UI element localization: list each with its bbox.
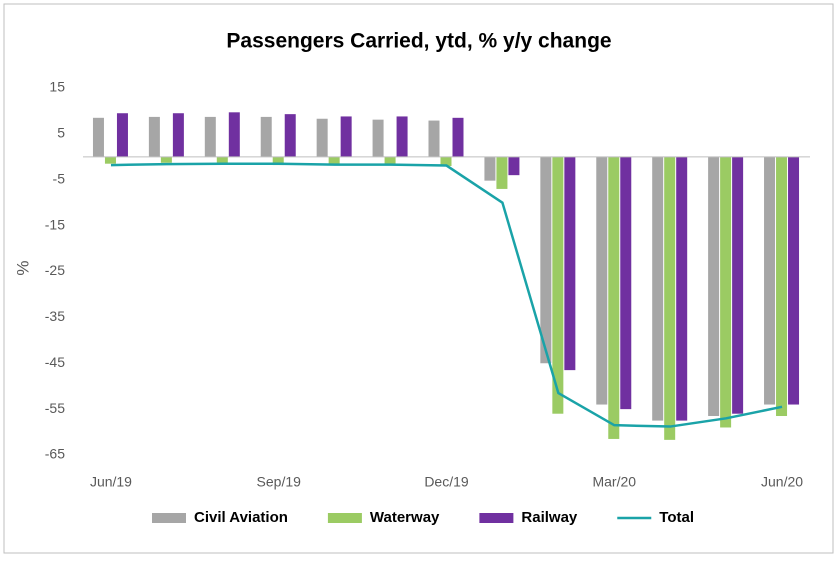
- y-tick-label: -55: [45, 400, 65, 416]
- bar: [92, 117, 104, 157]
- bar: [720, 156, 732, 428]
- x-tick-label: Sep/19: [257, 474, 302, 490]
- bar: [172, 113, 184, 157]
- legend-label: Civil Aviation: [194, 509, 288, 526]
- bar: [284, 114, 296, 157]
- bar: [104, 156, 116, 164]
- bar: [596, 156, 608, 405]
- bar: [428, 120, 440, 157]
- y-tick-label: -65: [45, 446, 65, 462]
- bar: [484, 156, 496, 181]
- legend-swatch: [152, 513, 186, 523]
- bar: [272, 156, 284, 166]
- bar: [540, 156, 552, 364]
- legend-label: Waterway: [370, 509, 440, 526]
- bar: [452, 117, 464, 157]
- bar: [620, 156, 632, 410]
- bar: [764, 156, 776, 405]
- bar: [732, 156, 744, 414]
- bar: [776, 156, 788, 417]
- bar: [160, 156, 172, 163]
- bar: [552, 156, 564, 414]
- x-tick-label: Jun/19: [90, 474, 132, 490]
- bar: [676, 156, 688, 421]
- bar: [116, 113, 128, 157]
- legend-label: Railway: [521, 509, 578, 526]
- bar: [204, 116, 216, 157]
- bar: [788, 156, 800, 405]
- chart-title: Passengers Carried, ytd, % y/y change: [226, 30, 611, 53]
- bar: [340, 116, 352, 157]
- y-axis-label: %: [13, 260, 32, 275]
- bar: [564, 156, 576, 371]
- bar: [384, 156, 396, 166]
- x-tick-label: Mar/20: [592, 474, 636, 490]
- bar: [148, 116, 160, 157]
- bar: [216, 156, 228, 163]
- bar: [508, 156, 520, 176]
- line-series: [110, 162, 783, 428]
- bar: [708, 156, 720, 417]
- bar: [440, 156, 452, 166]
- y-tick-label: -15: [45, 216, 65, 232]
- bar: [372, 119, 384, 157]
- bar: [608, 156, 620, 439]
- bar: [652, 156, 664, 421]
- y-tick-label: 5: [57, 125, 65, 141]
- y-tick-label: 15: [49, 79, 65, 95]
- bar: [328, 156, 340, 166]
- bar: [228, 112, 240, 157]
- bar: [396, 116, 408, 157]
- y-tick-label: -35: [45, 308, 65, 324]
- legend-label: Total: [659, 509, 694, 526]
- y-tick-label: -45: [45, 354, 65, 370]
- x-tick-label: Dec/19: [424, 474, 469, 490]
- y-tick-label: -5: [53, 170, 66, 186]
- bar: [496, 156, 508, 189]
- x-tick-label: Jun/20: [761, 474, 803, 490]
- bar: [316, 118, 328, 157]
- bar: [664, 156, 676, 440]
- y-tick-label: -25: [45, 262, 65, 278]
- legend-swatch: [327, 513, 362, 523]
- bar: [260, 116, 272, 157]
- chart-border: [3, 3, 834, 554]
- legend-swatch: [479, 513, 514, 523]
